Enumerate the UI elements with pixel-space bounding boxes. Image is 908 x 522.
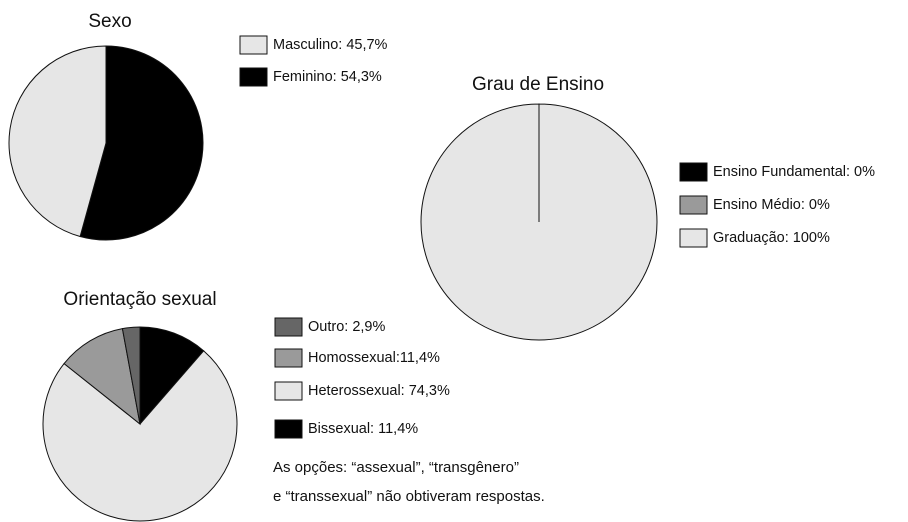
legend-swatch [274,381,303,401]
legend-swatch [679,228,708,248]
legend-swatch [239,35,268,55]
legend-label: Graduação: 100% [713,230,830,246]
annotation: As opções: “assexual”, “transgênero” [273,459,519,476]
legend-label: Feminino: 54,3% [273,69,382,85]
legend-swatch [239,67,268,87]
legend-label: Ensino Fundamental: 0% [713,164,875,180]
legend-label: Ensino Médio: 0% [713,197,830,213]
chart-title: Sexo [88,11,131,32]
legend-swatch [679,162,708,182]
legend-label: Masculino: 45,7% [273,37,388,53]
legend-swatch [274,419,303,439]
pie-slice [79,45,204,241]
legend-label: Bissexual: 11,4% [308,421,418,437]
chart-title: Grau de Ensino [472,74,604,95]
annotation: e “transsexual” não obtiveram respostas. [273,488,545,505]
pie-slice [8,45,107,238]
chart-title: Orientação sexual [63,289,216,310]
legend-label: Heterossexual: 74,3% [308,383,450,399]
pie-slice [42,350,238,522]
legend-swatch [274,317,303,337]
legend-swatch [274,348,303,368]
pie-slice [63,328,141,426]
legend-swatch [679,195,708,215]
legend-label: Outro: 2,9% [308,319,385,335]
pie-slice [121,326,141,425]
pie-slice [139,326,205,426]
legend-label: Homossexual:11,4% [308,350,440,366]
